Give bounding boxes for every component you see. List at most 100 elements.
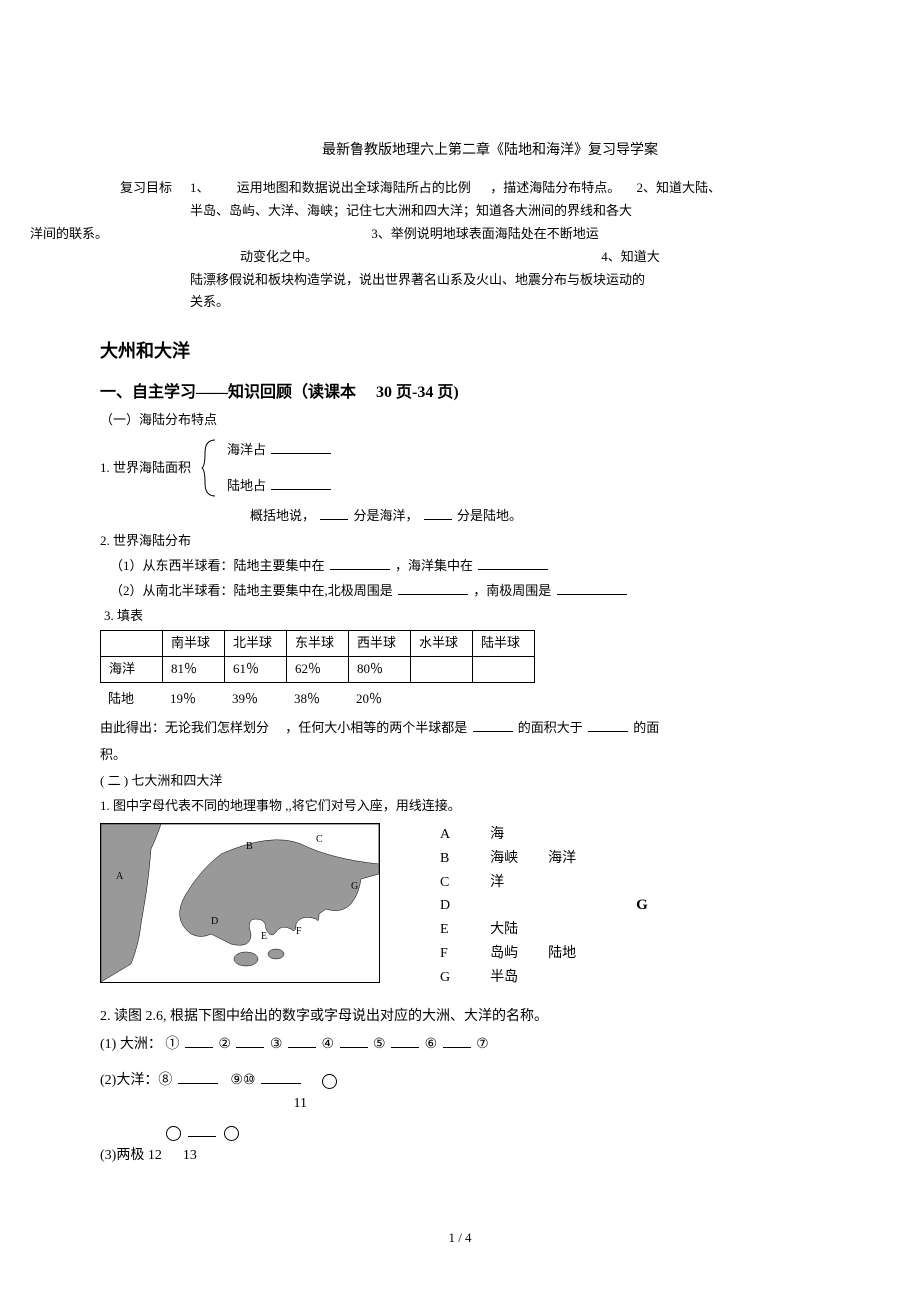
obj2-num: 2、知道大陆、 [637,180,722,195]
blank-ns1[interactable] [398,581,468,595]
match-f: F [440,942,450,966]
r2-label: 陆地 [100,687,162,712]
q2-2-label: (2)大洋：⑧ [100,1073,172,1088]
blank-ew2[interactable] [478,556,548,570]
th-land: 陆半球 [473,631,535,657]
ew-b: ，海洋集中在 [395,558,473,573]
blank-cont-4[interactable] [340,1034,368,1048]
obj1-text-b: ，描述海陆分布特点。 [490,180,620,195]
brace-bot: 陆地占 [227,478,266,493]
page-title: 最新鲁教版地理六上第二章《陆地和海洋》复习导学案 [160,140,820,162]
blank-cont-1[interactable] [185,1034,213,1048]
r1-6[interactable] [473,657,535,683]
summary-c: 分是陆地。 [457,508,522,523]
blank-ocean-pct[interactable] [271,440,331,454]
match-e: E [440,918,450,942]
match-er: 大陆 [490,918,518,942]
r1-label: 海洋 [101,657,163,683]
self-study-heading: 一、自主学习——知识回顾（读课本 30 页-34 页) [100,380,820,406]
ew-a: （1）从东西半球看：陆地主要集中在 [110,558,325,573]
summary-a: 概括地说， [250,508,315,523]
r2-4: 20％ [348,687,410,712]
n5: ⑤ [373,1037,386,1052]
q2-11: 11 [294,1096,307,1111]
map-image: A B C D E F G [100,823,380,983]
blank-c2[interactable] [588,718,628,732]
th-north: 北半球 [225,631,287,657]
blank-cont-3[interactable] [288,1034,316,1048]
brace-icon [201,438,217,498]
r1-1: 81％ [163,657,225,683]
n6: ⑥ [425,1037,438,1052]
obj3-text: 动变化之中。 [240,249,318,264]
r1-2: 61％ [225,657,287,683]
match-ar: 海 [490,823,518,847]
obj2-text: 半岛、岛屿、大洋、海峡；记住七大洲和四大洋；知道各大洲间的界线和各大 [190,203,632,218]
circle-11-icon [322,1074,337,1089]
match-a: A [440,823,450,847]
q2-9-10: ⑨⑩ [230,1073,255,1088]
subsection-1: （一）海陆分布特点 [100,410,820,431]
match-gr: 半岛 [490,966,518,990]
page-number: 1 / 4 [100,1228,820,1249]
obj3-num: 3、举例说明地球表面海陆处在不断地运 [371,226,599,241]
q2-3-label: (3)两极 12 [100,1148,162,1163]
blank-ns2[interactable] [557,581,627,595]
th-west: 西半球 [349,631,411,657]
blank-cont-2[interactable] [236,1034,264,1048]
match-dr [490,894,518,918]
blank-ocean-8[interactable] [178,1070,218,1084]
summary-b: 分是海洋， [354,508,419,523]
n7: ⑦ [476,1037,489,1052]
blank-ocean-10[interactable] [261,1070,301,1084]
brace-top: 海洋占 [227,442,266,457]
r2-3: 38％ [286,687,348,712]
blank-sum1[interactable] [320,506,348,520]
brace-area: 1. 世界海陆面积 海洋占 陆地占 [100,438,820,498]
match-cr: 洋 [490,871,518,895]
objectives-block: 复习目标 1、 运用地图和数据说出全球海陆所占的比例 ，描述海陆分布特点。 2、… [100,178,820,313]
r1-5[interactable] [411,657,473,683]
th-water: 水半球 [411,631,473,657]
th-south: 南半球 [163,631,225,657]
match-br: 海峡 [490,847,518,871]
match-br2: 海洋 [548,847,576,871]
obj2b-text: 洋间的联系。 [30,226,108,241]
ns-b: ，南极周围是 [473,583,551,598]
fill-table-label: 3. 填表 [100,606,820,627]
r2-1: 19％ [162,687,224,712]
map-label-e: E [261,931,267,942]
map-match-section: A B C D E F G A B C D E F G 海 海峡 洋 大陆 岛屿… [100,823,820,990]
map-label-d: D [211,916,218,927]
blank-c1[interactable] [473,718,513,732]
blank-sum2[interactable] [424,506,452,520]
blank-ew1[interactable] [330,556,390,570]
q2-1-label: (1) 大洲： ① [100,1037,179,1052]
conclusion-a: 由此得出：无论我们怎样划分 [100,720,269,735]
blank-cont-6[interactable] [443,1034,471,1048]
conclusion-b: ，任何大小相等的两个半球都是 [285,720,467,735]
blank-land-pct[interactable] [271,476,331,490]
match-fr2: 陆地 [548,942,576,966]
map-label-b: B [246,841,253,852]
blank-pole-12[interactable] [188,1123,216,1137]
hemisphere-table-row2: 陆地 19％ 39％ 38％ 20％ [100,687,410,712]
n4: ④ [321,1037,334,1052]
hemisphere-table: 南半球 北半球 东半球 西半球 水半球 陆半球 海洋 81％ 61％ 62％ 8… [100,630,535,683]
circle-13-icon [224,1126,239,1141]
self-study-a: 一、自主学习——知识回顾（读课本 [100,384,356,401]
q2-oceans: (2)大洋：⑧ ⑨⑩ 11 [100,1070,820,1115]
q2-poles: (3)两极 12 13 [100,1123,820,1168]
map-label-c: C [316,834,323,845]
conclusion-c: 的面积大于 [518,720,583,735]
obj4-num: 4、知道大 [601,249,660,264]
obj4b-text: 关系。 [190,294,229,309]
ns-a: （2）从南北半球看：陆地主要集中在,北极周围是 [110,583,393,598]
match-b: B [440,847,450,871]
map-label-f: F [296,926,302,937]
th-blank [101,631,163,657]
blank-cont-5[interactable] [391,1034,419,1048]
conclusion-e: 积。 [100,745,820,766]
th-east: 东半球 [287,631,349,657]
brace-label: 1. 世界海陆面积 [100,458,191,479]
